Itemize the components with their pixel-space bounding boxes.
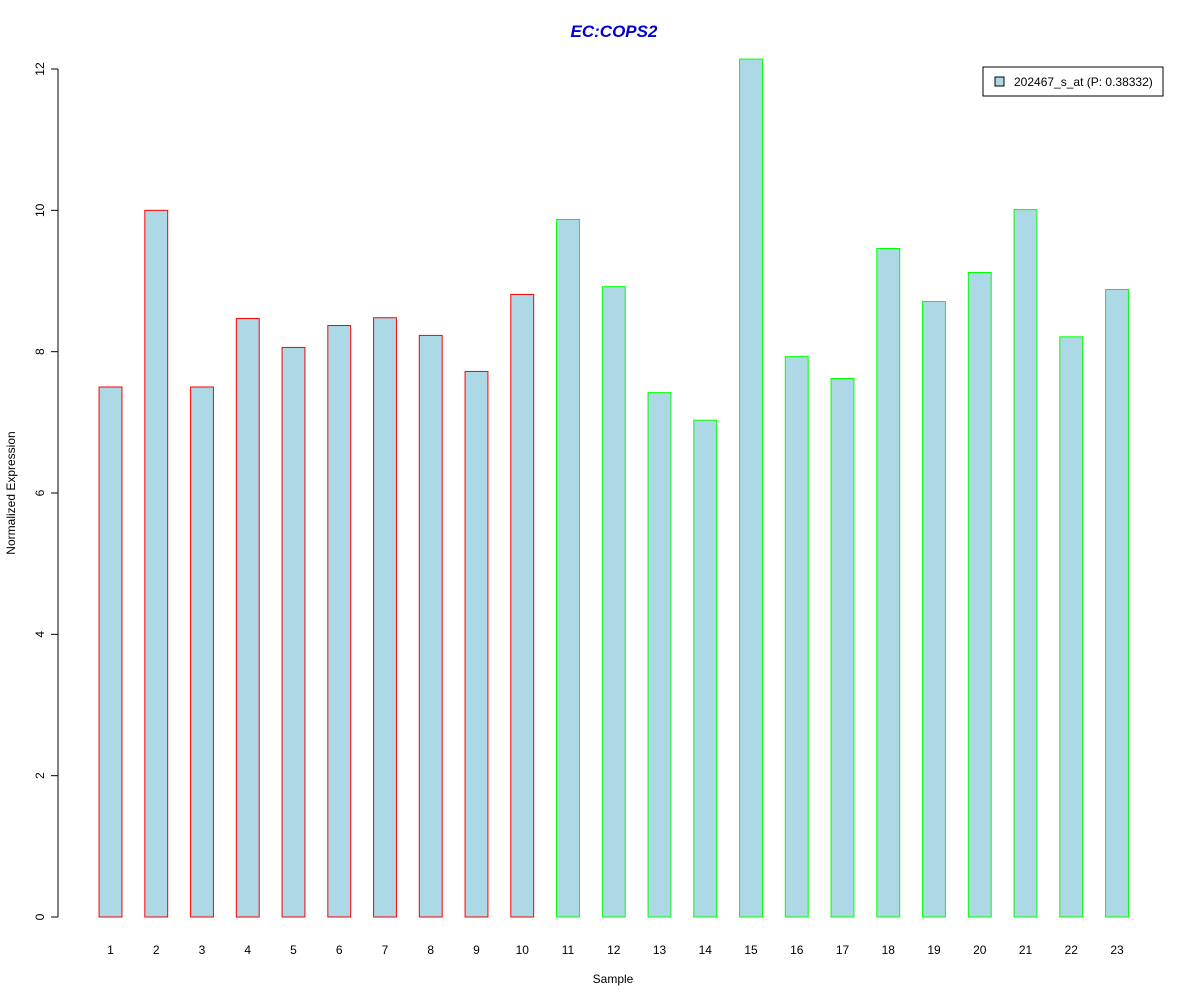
y-tick-label: 0 xyxy=(33,913,47,920)
bar-sample-10 xyxy=(510,293,535,918)
x-tick-label: 21 xyxy=(1019,943,1033,957)
chart-title: EC:COPS2 xyxy=(571,22,658,41)
bar-sample-5 xyxy=(281,346,306,918)
x-tick-label: 1 xyxy=(107,943,114,957)
x-tick-label: 15 xyxy=(744,943,758,957)
bar-sample-22 xyxy=(1059,336,1084,918)
bar-sample-21 xyxy=(1013,209,1038,918)
x-tick-label: 5 xyxy=(290,943,297,957)
y-tick-label: 6 xyxy=(33,489,47,496)
x-tick-label: 11 xyxy=(562,943,575,957)
x-tick-label: 19 xyxy=(927,943,941,957)
bar-sample-18 xyxy=(876,247,901,918)
bar-sample-13 xyxy=(647,392,672,918)
x-tick-label: 12 xyxy=(607,943,621,957)
bar-sample-1 xyxy=(98,386,123,918)
bars-group xyxy=(98,58,1129,918)
y-tick-label: 8 xyxy=(33,348,47,355)
y-tick-label: 2 xyxy=(33,772,47,779)
bar-sample-11 xyxy=(556,219,580,918)
x-tick-label: 13 xyxy=(653,943,667,957)
x-tick-label: 18 xyxy=(882,943,896,957)
legend-box xyxy=(982,66,1164,97)
legend-label: 202467_s_at (P: 0.38332) xyxy=(1014,75,1153,89)
legend: 202467_s_at (P: 0.38332) xyxy=(982,66,1164,97)
y-axis: 0 2 4 6 8 10 12 xyxy=(33,62,59,920)
x-axis-label: Sample xyxy=(593,972,634,986)
bar-sample-23 xyxy=(1105,288,1129,918)
x-tick-label: 2 xyxy=(153,943,160,957)
x-tick-label: 3 xyxy=(199,943,206,957)
x-tick-label: 20 xyxy=(973,943,987,957)
x-tick-label: 7 xyxy=(382,943,389,957)
y-axis-label: Normalized Expression xyxy=(4,431,18,554)
bar-sample-6 xyxy=(327,325,352,918)
bar-sample-2 xyxy=(144,209,169,918)
x-tick-label: 16 xyxy=(790,943,804,957)
x-tick-label: 22 xyxy=(1065,943,1079,957)
bar-sample-7 xyxy=(373,317,397,918)
bar-sample-12 xyxy=(601,286,626,918)
bar-sample-3 xyxy=(190,386,214,918)
bar-sample-20 xyxy=(967,272,992,918)
x-tick-label: 17 xyxy=(836,943,850,957)
bar-sample-4 xyxy=(235,317,260,918)
legend-swatch xyxy=(994,76,1005,87)
x-tick-label: 9 xyxy=(473,943,480,957)
y-tick-label: 12 xyxy=(33,62,47,76)
x-tick-label: 6 xyxy=(336,943,343,957)
x-tick-label: 4 xyxy=(244,943,251,957)
x-tick-labels: 1 2 3 4 5 6 7 8 9 10 11 12 13 14 15 16 17 18 19 20 21 22 23 xyxy=(107,943,1124,957)
bar-sample-8 xyxy=(418,334,443,918)
x-tick-label: 23 xyxy=(1110,943,1124,957)
bar-sample-15 xyxy=(739,58,763,918)
bar-sample-9 xyxy=(464,370,489,918)
y-tick-label: 10 xyxy=(33,203,47,217)
y-tick-label: 4 xyxy=(33,631,47,638)
x-tick-label: 8 xyxy=(427,943,434,957)
bar-sample-14 xyxy=(693,419,718,918)
bar-sample-17 xyxy=(830,378,855,918)
x-tick-label: 14 xyxy=(699,943,713,957)
bar-sample-19 xyxy=(922,300,946,918)
bar-sample-16 xyxy=(784,356,809,918)
x-tick-label: 10 xyxy=(516,943,530,957)
